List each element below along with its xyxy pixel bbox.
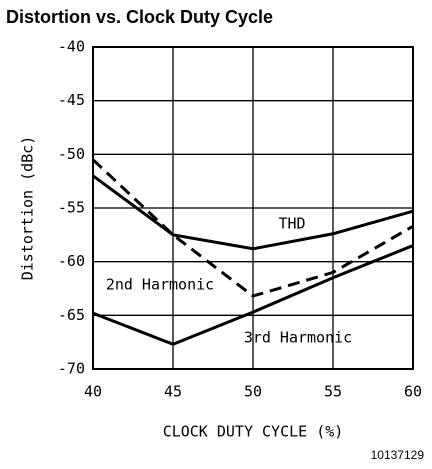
chart-title: Distortion vs. Clock Duty Cycle [6,7,273,27]
y-tick-label: -65 [58,306,85,324]
x-tick-label: 40 [84,383,102,401]
series-line [92,244,414,346]
y-tick-label: -70 [58,360,85,378]
series-label: 2nd Harmonic [106,276,214,294]
y-axis-label: Distortion (dBc) [19,136,37,281]
x-tick-label: 45 [164,383,182,401]
series-label: 3rd Harmonic [244,329,352,347]
x-axis-label: CLOCK DUTY CYCLE (%) [163,423,344,441]
x-tick-label: 50 [244,383,262,401]
plot-frame [92,46,414,370]
series-line [92,174,414,251]
x-tick-label: 60 [404,383,422,401]
footnote: 10137129 [371,448,425,462]
y-tick-label: -50 [58,145,85,163]
y-tick-label: -60 [58,252,85,270]
x-tick-label: 55 [324,383,342,401]
y-tick-label: -55 [58,199,85,217]
y-tick-label: -45 [58,91,85,109]
series-line [91,158,414,298]
y-tick-label: -40 [58,38,85,56]
series-label: THD [278,215,305,233]
